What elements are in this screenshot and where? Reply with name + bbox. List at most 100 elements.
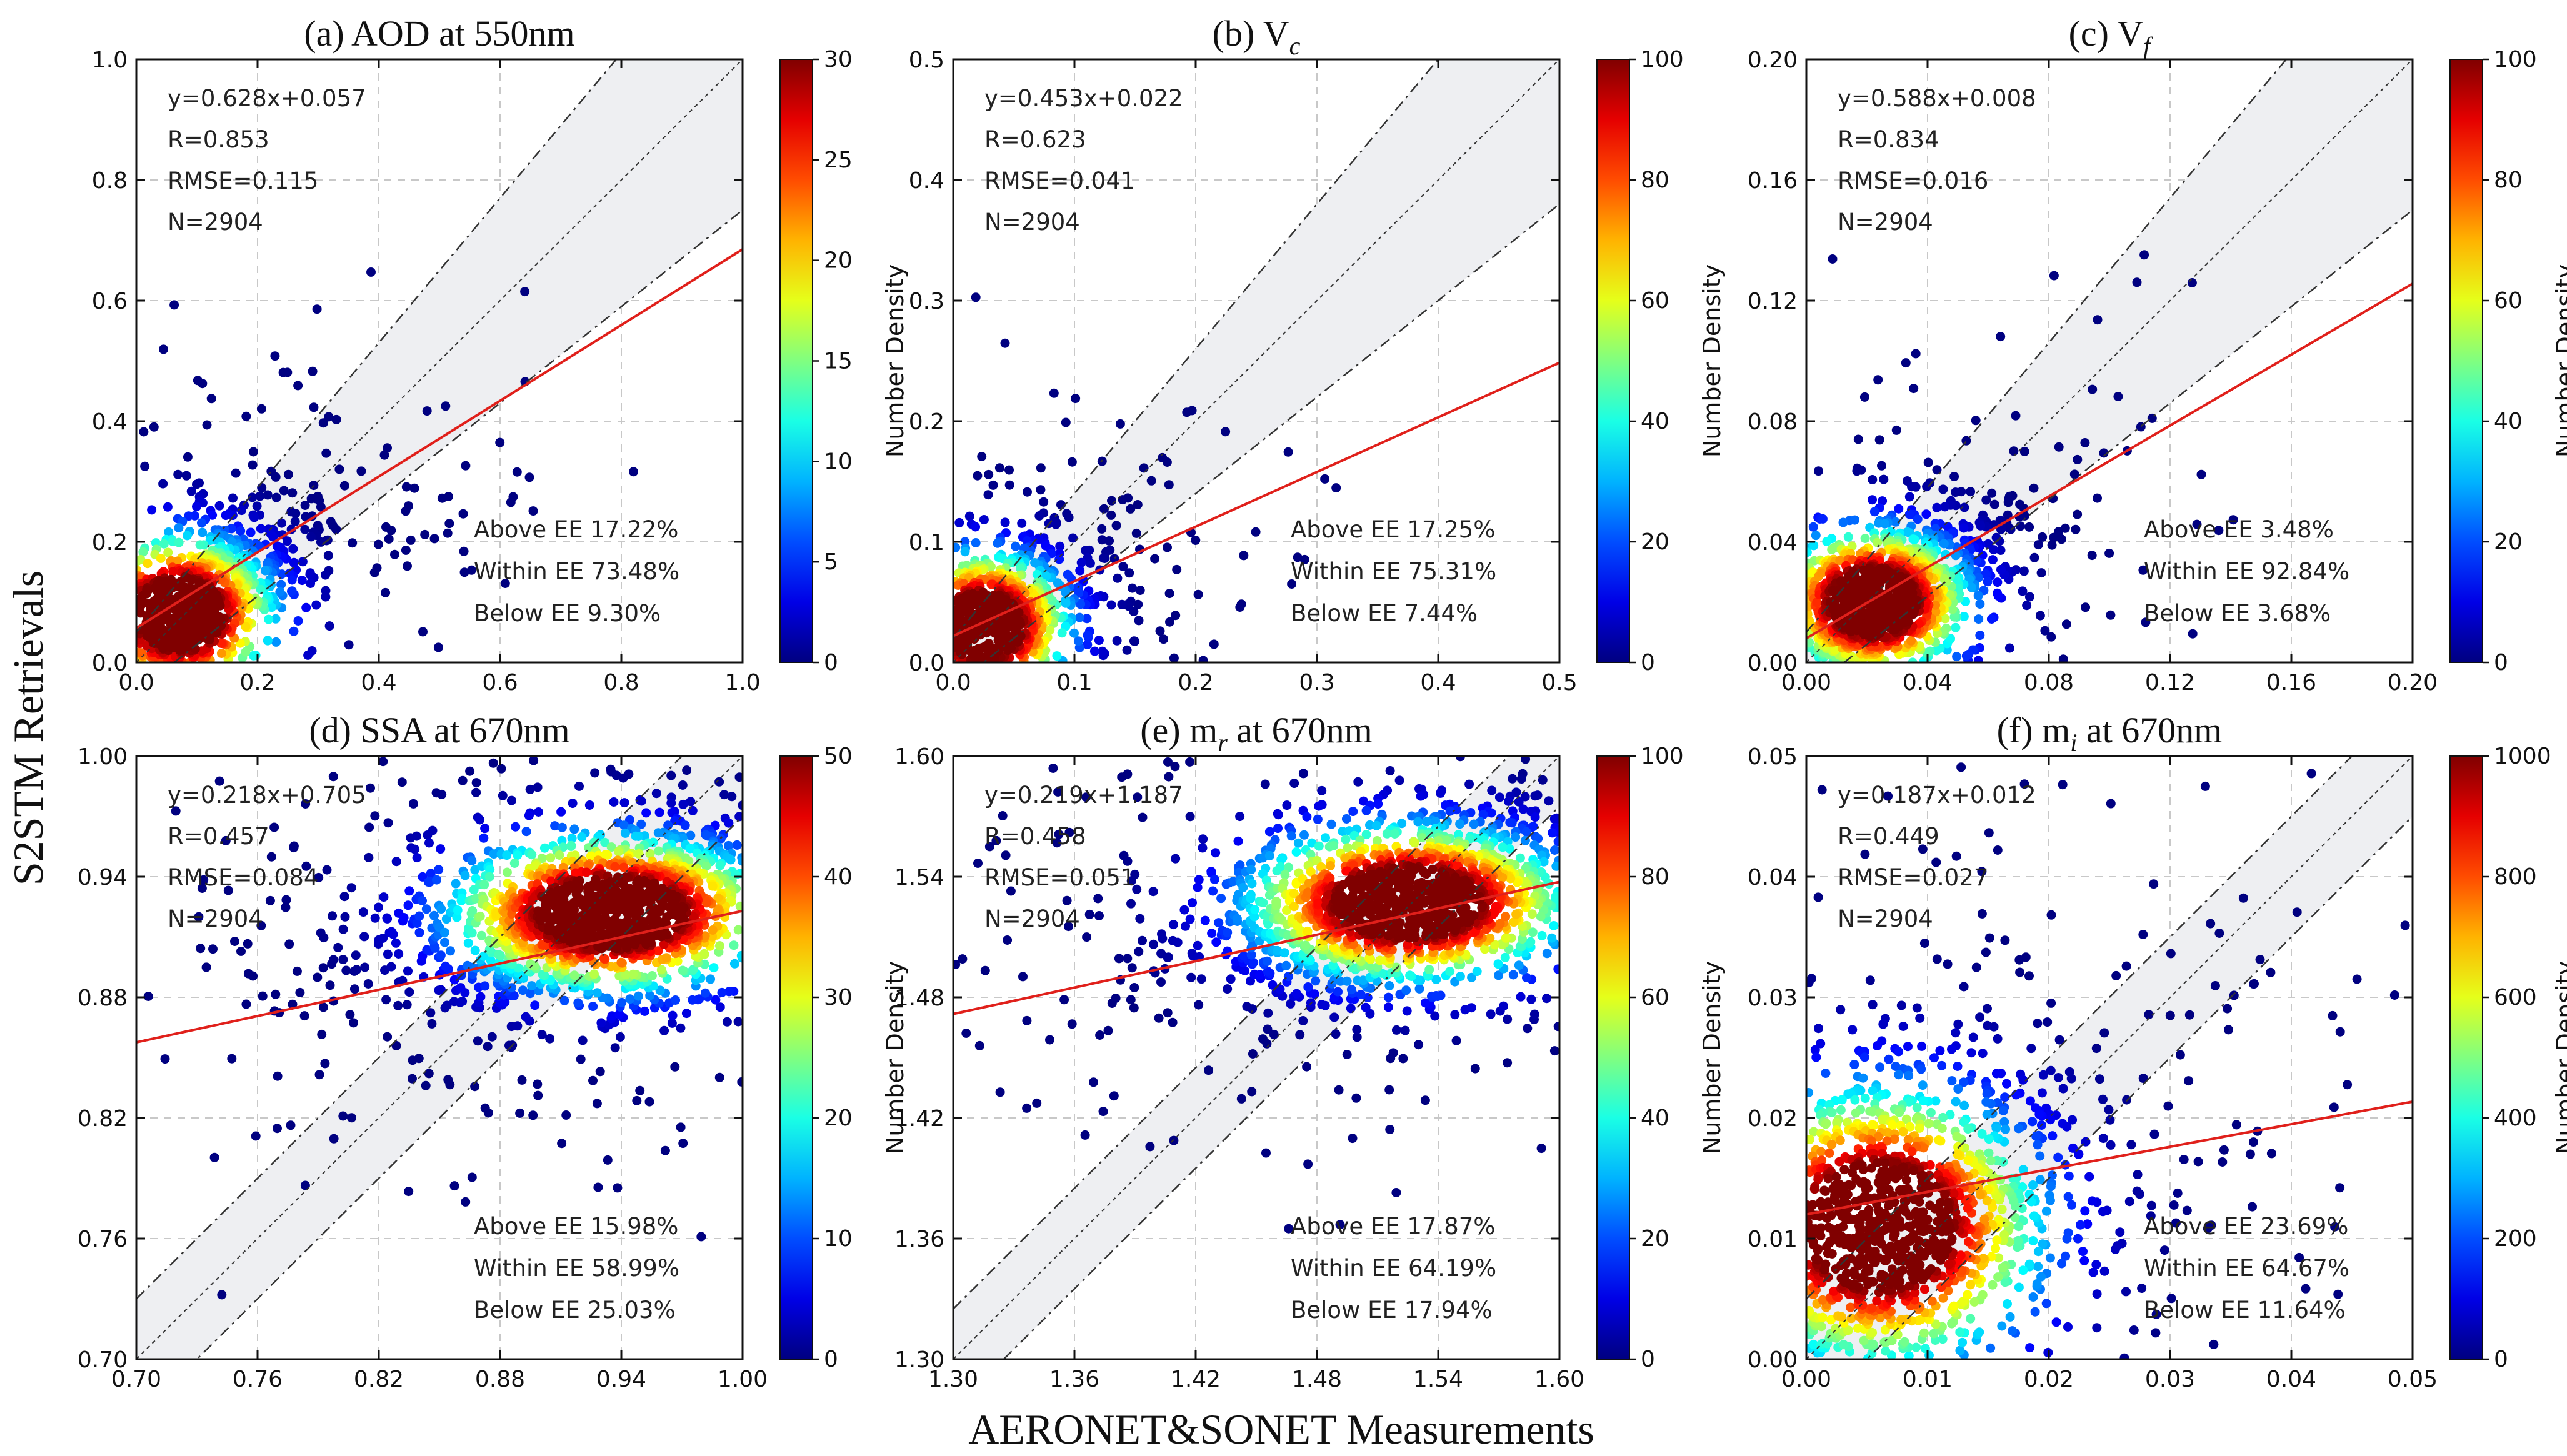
data-point bbox=[595, 1067, 605, 1077]
fit-stat-text: N=2904 bbox=[984, 209, 1080, 236]
data-point bbox=[1051, 519, 1061, 529]
data-point bbox=[953, 638, 962, 647]
data-point bbox=[230, 937, 239, 946]
data-point bbox=[1016, 619, 1026, 629]
fit-stat-text: RMSE=0.041 bbox=[984, 167, 1135, 194]
data-point bbox=[632, 918, 642, 928]
data-point bbox=[208, 510, 218, 520]
data-point bbox=[479, 880, 489, 890]
fit-stat-text: N=2904 bbox=[168, 209, 263, 236]
data-point bbox=[738, 800, 743, 810]
data-point bbox=[1164, 772, 1174, 782]
data-point bbox=[1006, 886, 1016, 896]
data-point bbox=[228, 493, 238, 503]
data-point bbox=[426, 1008, 436, 1018]
ee-stat-text: Below EE 7.44% bbox=[1291, 600, 1478, 627]
data-point bbox=[256, 584, 266, 594]
data-point bbox=[2019, 446, 2029, 456]
data-point bbox=[1003, 935, 1013, 945]
data-point bbox=[2003, 497, 2013, 507]
data-point bbox=[159, 539, 169, 549]
data-point bbox=[512, 467, 522, 477]
data-point bbox=[248, 492, 258, 502]
data-point bbox=[293, 616, 303, 626]
data-point bbox=[467, 928, 477, 938]
data-point bbox=[1521, 756, 1531, 764]
fit-stat-text: R=0.853 bbox=[168, 126, 269, 153]
data-point bbox=[263, 490, 273, 500]
data-point bbox=[620, 828, 630, 838]
data-point bbox=[214, 776, 224, 786]
x-tick-label: 0.3 bbox=[1299, 670, 1334, 696]
y-tick-label: 0.0 bbox=[909, 651, 944, 676]
data-point bbox=[1093, 894, 1103, 904]
data-point bbox=[159, 344, 168, 354]
data-point bbox=[681, 1009, 691, 1019]
data-point bbox=[606, 842, 616, 852]
data-point bbox=[159, 586, 169, 595]
colorbar-tick-label: 80 bbox=[1641, 167, 1669, 193]
data-point bbox=[264, 614, 274, 624]
data-point bbox=[473, 1036, 483, 1046]
data-point bbox=[2011, 411, 2021, 421]
data-point bbox=[985, 642, 995, 651]
data-point bbox=[1129, 636, 1139, 646]
data-point bbox=[1112, 636, 1122, 646]
data-point bbox=[1904, 509, 1914, 519]
data-point bbox=[198, 527, 208, 537]
data-point bbox=[974, 591, 984, 601]
data-point bbox=[1283, 447, 1293, 457]
data-point bbox=[1904, 492, 1914, 502]
data-point bbox=[1083, 640, 1093, 649]
data-point bbox=[653, 828, 663, 838]
plot-inner bbox=[953, 756, 1559, 1359]
data-point bbox=[1260, 779, 1270, 789]
data-point bbox=[1978, 551, 1988, 561]
data-point bbox=[370, 913, 380, 923]
data-point bbox=[446, 946, 455, 956]
data-point bbox=[1811, 531, 1821, 541]
data-point bbox=[176, 602, 186, 612]
data-point bbox=[529, 756, 539, 765]
data-point bbox=[1098, 646, 1108, 656]
data-point bbox=[338, 955, 348, 965]
data-point bbox=[1822, 537, 1832, 546]
data-point bbox=[341, 965, 351, 975]
data-point bbox=[629, 906, 639, 916]
data-point bbox=[729, 959, 739, 969]
data-point bbox=[1420, 1095, 1430, 1105]
data-point bbox=[471, 787, 481, 797]
data-point bbox=[1302, 1062, 1312, 1072]
data-point bbox=[443, 1075, 453, 1085]
data-point bbox=[243, 939, 253, 949]
data-point bbox=[1171, 611, 1181, 621]
y-tick-label: 0.4 bbox=[92, 409, 128, 435]
data-point bbox=[1828, 254, 1838, 264]
data-point bbox=[451, 879, 461, 889]
data-point bbox=[1013, 637, 1023, 647]
data-point bbox=[1939, 574, 1949, 584]
data-point bbox=[164, 629, 174, 639]
data-point bbox=[221, 835, 231, 845]
data-point bbox=[322, 865, 332, 875]
data-point bbox=[2192, 519, 2202, 529]
data-point bbox=[719, 790, 729, 800]
x-tick-label: 0.0 bbox=[118, 670, 154, 696]
data-point bbox=[364, 822, 374, 832]
data-point bbox=[1004, 480, 1014, 490]
data-point bbox=[184, 511, 194, 521]
data-point bbox=[670, 815, 680, 825]
data-point bbox=[1236, 1094, 1246, 1104]
y-tick-label: 0.0 bbox=[92, 651, 128, 676]
data-point bbox=[403, 900, 413, 910]
data-point bbox=[1830, 645, 1840, 655]
data-point bbox=[257, 483, 267, 492]
fit-line bbox=[136, 248, 743, 629]
data-point bbox=[699, 949, 709, 959]
data-point bbox=[1939, 539, 1949, 549]
x-tick-label: 0.12 bbox=[2145, 670, 2195, 696]
data-point bbox=[241, 647, 251, 657]
data-point bbox=[313, 972, 323, 982]
panel-title-main: (a) AOD at 550nm bbox=[304, 13, 574, 54]
data-point bbox=[437, 789, 447, 799]
